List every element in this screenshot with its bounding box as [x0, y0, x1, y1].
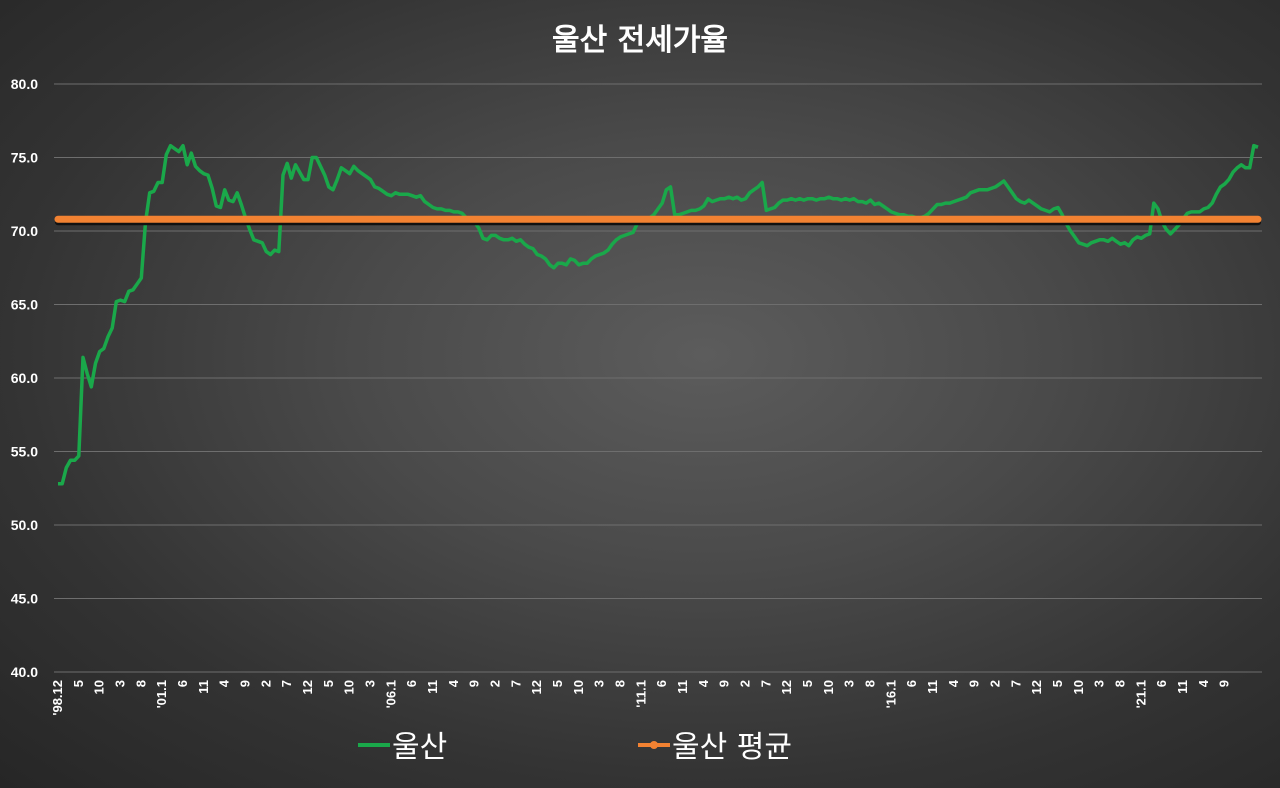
x-tick-label: 4: [696, 679, 711, 687]
y-tick-label: 75.0: [11, 150, 38, 166]
x-tick-label: 8: [133, 680, 148, 687]
y-tick-label: 65.0: [11, 297, 38, 313]
x-tick-label: 12: [779, 680, 794, 694]
x-tick-label: 11: [675, 680, 690, 694]
grid-lines: [54, 83, 1262, 673]
x-tick-label: 3: [113, 680, 128, 687]
x-tick-label: 3: [842, 680, 857, 687]
x-tick-label: 5: [71, 680, 86, 687]
x-tick-label: '01.1: [154, 680, 169, 708]
x-tick-label: 4: [446, 679, 461, 687]
y-tick-label: 50.0: [11, 517, 38, 533]
x-tick-label: 5: [1050, 680, 1065, 687]
x-tick-label: 11: [196, 680, 211, 694]
x-axis-tick-labels: '98.12 5 10 3 8'01.1 6 11 4 9 2 7 12 5 10 3'06.1 6 11 4 9 2…: [50, 679, 1232, 715]
x-tick-label: 8: [613, 680, 628, 687]
x-tick-label: 11: [925, 680, 940, 694]
x-tick-label: '16.1: [883, 680, 898, 708]
y-tick-label: 45.0: [11, 591, 38, 607]
x-tick-label: 8: [863, 680, 878, 687]
x-tick-label: 7: [508, 680, 523, 687]
x-tick-label: 4: [217, 679, 232, 687]
x-tick-label: 7: [758, 680, 773, 687]
x-tick-label: 10: [92, 680, 107, 694]
x-tick-label: 9: [238, 680, 253, 687]
x-tick-label: 12: [300, 680, 315, 694]
x-tick-label: 10: [571, 680, 586, 694]
legend: 울산 울산 평균: [358, 730, 792, 765]
x-tick-label: 5: [321, 680, 336, 687]
x-tick-label: 7: [1008, 680, 1023, 687]
x-tick-label: '21.1: [1133, 680, 1148, 708]
x-tick-label: 9: [967, 680, 982, 687]
x-tick-label: '06.1: [383, 680, 398, 708]
x-tick-label: 2: [488, 680, 503, 687]
legend-label-ulsan-average: 울산 평균: [672, 730, 792, 765]
legend-marker-ulsan-average: [650, 741, 658, 749]
x-tick-label: 5: [550, 680, 565, 687]
legend-item-ulsan-average[interactable]: 울산 평균: [638, 730, 792, 765]
x-tick-label: 2: [738, 680, 753, 687]
x-tick-label: 4: [1196, 679, 1211, 687]
x-tick-label: 6: [1154, 680, 1169, 687]
x-tick-label: 11: [425, 680, 440, 694]
x-tick-label: 4: [946, 679, 961, 687]
x-tick-label: 6: [654, 680, 669, 687]
x-tick-label: 10: [342, 680, 357, 694]
legend-item-ulsan[interactable]: 울산: [358, 730, 447, 765]
x-tick-label: 3: [363, 680, 378, 687]
x-tick-label: 12: [529, 680, 544, 694]
legend-label-ulsan: 울산: [392, 730, 447, 765]
series-line-ulsan: [58, 143, 1259, 486]
x-tick-label: 9: [467, 680, 482, 687]
y-tick-label: 60.0: [11, 370, 38, 386]
x-tick-label: '98.12: [50, 680, 65, 716]
series-lines: [54, 143, 1262, 486]
x-tick-label: 9: [717, 680, 732, 687]
x-tick-label: 6: [404, 680, 419, 687]
x-tick-label: 6: [904, 680, 919, 687]
x-tick-label: 12: [1029, 680, 1044, 694]
x-tick-label: 9: [1217, 680, 1232, 687]
x-tick-label: 6: [175, 680, 190, 687]
y-tick-label: 70.0: [11, 223, 38, 239]
y-tick-label: 40.0: [11, 664, 38, 680]
x-tick-label: 5: [800, 680, 815, 687]
y-axis-tick-labels: 80.0 75.0 70.0 65.0 60.0 55.0 50.0 45.0 40.0: [11, 76, 38, 680]
x-tick-label: 3: [592, 680, 607, 687]
chart-title: 울산 전세가율: [552, 23, 728, 58]
x-tick-label: 11: [1175, 680, 1190, 694]
x-tick-label: 2: [258, 680, 273, 687]
x-tick-label: 3: [1092, 680, 1107, 687]
x-tick-label: 2: [988, 680, 1003, 687]
x-tick-label: 7: [279, 680, 294, 687]
x-tick-label: 10: [1071, 680, 1086, 694]
y-tick-label: 80.0: [11, 76, 38, 92]
y-tick-label: 55.0: [11, 444, 38, 460]
x-tick-label: 8: [1113, 680, 1128, 687]
x-tick-label: 10: [821, 680, 836, 694]
x-tick-label: '11.1: [633, 680, 648, 708]
